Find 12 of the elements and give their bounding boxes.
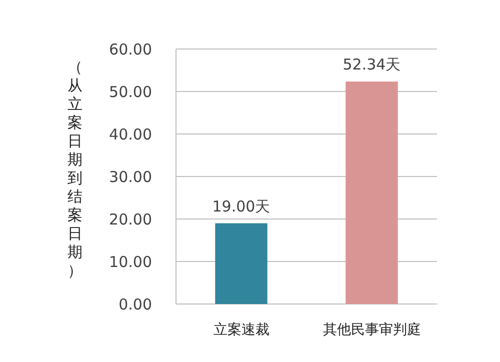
- y-tick-label: 0.00: [118, 295, 152, 314]
- data-label: 52.34天: [342, 56, 401, 74]
- y-tick-label: 10.00: [109, 252, 152, 271]
- data-label: 19.00天: [212, 197, 270, 216]
- y-tick-label: 30.00: [109, 168, 152, 186]
- y-tick-label: 50.00: [109, 82, 152, 101]
- y-tick-label: 40.00: [109, 125, 152, 144]
- text: （从立案日期到结案日期）: [68, 58, 82, 280]
- x-tick-label: 立案速裁: [213, 321, 270, 338]
- y-tick-label: 20.00: [109, 210, 152, 228]
- x-tick-label: 其他民事审判庭: [322, 322, 421, 338]
- y-tick-label: 60.00: [109, 40, 152, 58]
